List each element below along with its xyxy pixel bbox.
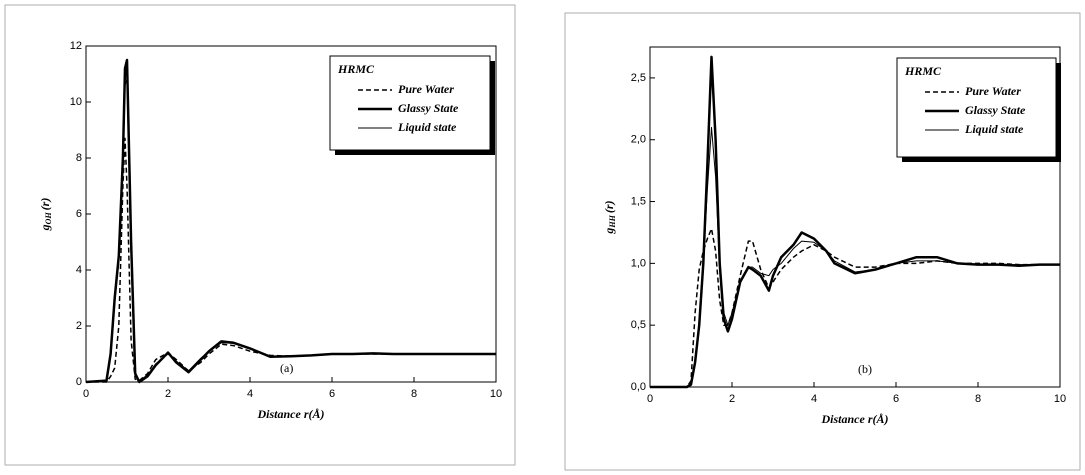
data-line: [86, 137, 496, 383]
y-label-suffix: (r): [602, 200, 616, 213]
data-line: [650, 55, 1060, 389]
x-axis-label: Distance r(Å): [821, 412, 889, 426]
y-tick-label: 2,5: [631, 72, 646, 84]
annotation: (b): [858, 362, 872, 376]
legend-title: HRMC: [337, 62, 375, 76]
x-tick-label: 6: [893, 393, 899, 405]
y-label-subscript: HH: [608, 214, 617, 228]
y-tick-label: 12: [70, 40, 82, 52]
y-tick-label: 6: [76, 208, 82, 220]
y-label-suffix: (r): [38, 198, 52, 211]
x-tick-label: 2: [165, 388, 171, 400]
panel-frame: [4, 4, 516, 466]
x-axis-label: Distance r(Å): [257, 407, 325, 421]
x-tick-label: 6: [329, 388, 335, 400]
x-tick-label: 4: [247, 388, 253, 400]
legend-label: Glassy State: [965, 103, 1026, 117]
y-axis-label: gOH(r): [38, 198, 53, 232]
y-tick-label: 0,0: [631, 381, 646, 393]
x-tick-label: 8: [975, 393, 981, 405]
data-line: [650, 126, 1060, 388]
y-label-symbol: g: [38, 224, 52, 231]
legend-label: Pure Water: [398, 82, 454, 96]
legend-title: HRMC: [904, 64, 942, 78]
plot-area: [649, 46, 1061, 388]
data-line: [650, 227, 1060, 388]
x-tick-label: 10: [1054, 393, 1066, 405]
x-tick-label: 0: [83, 388, 89, 400]
legend-label: Glassy State: [398, 101, 459, 115]
y-tick-label: 2,0: [631, 134, 646, 146]
y-tick-label: 1,0: [631, 257, 646, 269]
y-tick-label: 2: [76, 320, 82, 332]
y-tick-label: 0: [76, 376, 82, 388]
x-tick-label: 4: [811, 393, 817, 405]
x-tick-label: 0: [647, 393, 653, 405]
x-tick-label: 10: [490, 388, 502, 400]
panel-frame: [564, 12, 1081, 471]
y-label-subscript: OH: [44, 212, 53, 225]
legend-label: Liquid state: [964, 122, 1024, 136]
y-label-symbol: g: [602, 228, 616, 235]
y-tick-label: 1,5: [631, 195, 646, 207]
legend-label: Pure Water: [965, 84, 1021, 98]
legend-box: [896, 57, 1057, 158]
y-axis-label: gHH(r): [602, 200, 617, 234]
y-tick-label: 4: [76, 264, 82, 276]
legend-box: [329, 55, 491, 151]
x-tick-label: 8: [411, 388, 417, 400]
data-line: [85, 79, 496, 383]
annotation: (a): [280, 361, 293, 375]
y-tick-label: 0,5: [631, 319, 646, 331]
y-tick-label: 8: [76, 152, 82, 164]
legend-label: Liquid state: [397, 120, 457, 134]
y-tick-label: 10: [70, 96, 82, 108]
x-tick-label: 2: [729, 393, 735, 405]
